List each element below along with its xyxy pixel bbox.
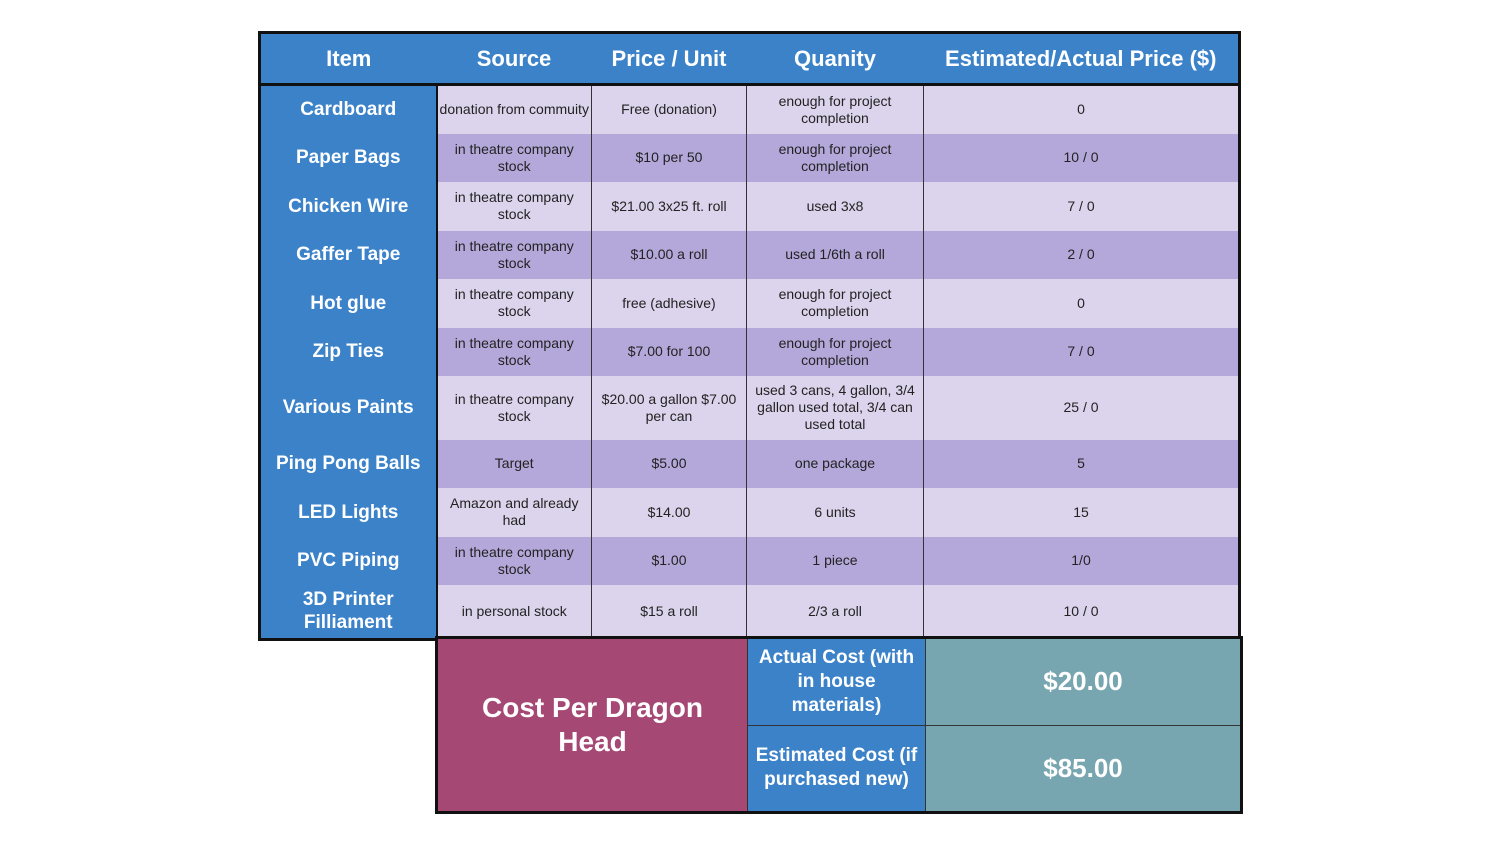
price-cell: free (adhesive) <box>591 278 747 328</box>
table-row: Ping Pong Balls Target $5.00 one package 5 <box>259 439 1240 488</box>
source-cell: in theatre company stock <box>436 181 592 231</box>
price-cell: $14.00 <box>591 487 747 537</box>
estimated-cell: 0 <box>923 278 1240 328</box>
source-cell: in theatre company stock <box>436 327 592 376</box>
estimated-cost-label: Estimated Cost (if purchased new) <box>748 725 925 811</box>
source-cell: donation from commuity <box>436 84 592 134</box>
quantity-cell: enough for project completion <box>746 84 924 134</box>
item-cell: Gaffer Tape <box>259 230 438 279</box>
estimated-cell: 0 <box>923 84 1240 134</box>
source-cell: in theatre company stock <box>436 230 592 279</box>
price-cell: Free (donation) <box>591 84 747 134</box>
header-quantity: Quanity <box>746 32 924 86</box>
item-cell: LED Lights <box>259 487 438 537</box>
estimated-cost-value: $85.00 <box>926 725 1240 811</box>
quantity-cell: used 1/6th a roll <box>746 230 924 279</box>
summary-labels: Actual Cost (with in house materials) Es… <box>748 639 926 811</box>
price-cell: $20.00 a gallon $7.00 per can <box>591 375 747 440</box>
table-row: Gaffer Tape in theatre company stock $10.0… <box>259 230 1240 279</box>
item-cell: Zip Ties <box>259 327 438 376</box>
estimated-cell: 7 / 0 <box>923 327 1240 376</box>
header-item: Item <box>259 32 437 86</box>
source-cell: Amazon and already had <box>436 487 592 537</box>
quantity-cell: enough for project completion <box>746 133 924 182</box>
source-cell: in theatre company stock <box>436 278 592 328</box>
quantity-cell: 1 piece <box>746 536 924 585</box>
quantity-cell: used 3x8 <box>746 181 924 231</box>
estimated-cell: 25 / 0 <box>923 375 1240 440</box>
estimated-cell: 15 <box>923 487 1240 537</box>
source-cell: in theatre company stock <box>436 536 592 585</box>
table-row: Cardboard donation from commuity Free (don… <box>259 84 1240 134</box>
price-cell: $5.00 <box>591 439 747 488</box>
price-cell: $21.00 3x25 ft. roll <box>591 181 747 231</box>
price-cell: $15 a roll <box>591 584 747 640</box>
source-cell: Target <box>436 439 592 488</box>
item-cell: Various Paints <box>259 375 438 440</box>
item-cell: Cardboard <box>259 84 438 134</box>
table-row: Various Paints in theatre company stock $2… <box>259 375 1240 440</box>
table-row: 3D Printer Filliament in personal stock $1… <box>259 584 1240 640</box>
estimated-cell: 2 / 0 <box>923 230 1240 279</box>
source-cell: in theatre company stock <box>436 133 592 182</box>
table-row: Chicken Wire in theatre company stock $21.… <box>259 181 1240 231</box>
estimated-cell: 1/0 <box>923 536 1240 585</box>
header-row: Item Source Price / Unit Quanity Estimat… <box>259 32 1240 86</box>
cost-table: Item Source Price / Unit Quanity Estimat… <box>258 31 1241 641</box>
quantity-cell: one package <box>746 439 924 488</box>
price-cell: $1.00 <box>591 536 747 585</box>
table-row: LED Lights Amazon and already had $14.00 6 … <box>259 487 1240 537</box>
table-row: Hot glue in theatre company stock free (ad… <box>259 278 1240 328</box>
source-cell: in theatre company stock <box>436 375 592 440</box>
table-row: Zip Ties in theatre company stock $7.00 fo… <box>259 327 1240 376</box>
estimated-cell: 10 / 0 <box>923 584 1240 640</box>
estimated-cell: 5 <box>923 439 1240 488</box>
actual-cost-label: Actual Cost (with in house materials) <box>748 639 925 726</box>
item-cell: Paper Bags <box>259 133 438 182</box>
price-cell: $10 per 50 <box>591 133 747 182</box>
summary-values: $20.00 $85.00 <box>926 639 1240 811</box>
table-row: Paper Bags in theatre company stock $10 pe… <box>259 133 1240 182</box>
header-price-unit: Price / Unit <box>591 32 747 86</box>
item-cell: Hot glue <box>259 278 438 328</box>
price-cell: $7.00 for 100 <box>591 327 747 376</box>
quantity-cell: 2/3 a roll <box>746 584 924 640</box>
actual-cost-value: $20.00 <box>926 639 1240 726</box>
quantity-cell: 6 units <box>746 487 924 537</box>
summary-title: Cost Per Dragon Head <box>438 639 748 811</box>
cost-summary: Cost Per Dragon Head Actual Cost (with i… <box>435 636 1243 814</box>
item-cell: Chicken Wire <box>259 181 438 231</box>
item-cell: PVC Piping <box>259 536 438 585</box>
table-row: PVC Piping in theatre company stock $1.00 1… <box>259 536 1240 585</box>
header-estimated-actual-price: Estimated/Actual Price ($) <box>923 32 1240 86</box>
table-body: Cardboard donation from commuity Free (don… <box>259 84 1240 640</box>
item-cell: 3D Printer Filliament <box>259 584 438 640</box>
header-source: Source <box>436 32 592 86</box>
item-cell: Ping Pong Balls <box>259 439 438 488</box>
price-cell: $10.00 a roll <box>591 230 747 279</box>
quantity-cell: enough for project completion <box>746 327 924 376</box>
quantity-cell: enough for project completion <box>746 278 924 328</box>
estimated-cell: 7 / 0 <box>923 181 1240 231</box>
quantity-cell: used 3 cans, 4 gallon, 3/4 gallon used t… <box>746 375 924 440</box>
estimated-cell: 10 / 0 <box>923 133 1240 182</box>
source-cell: in personal stock <box>436 584 592 640</box>
